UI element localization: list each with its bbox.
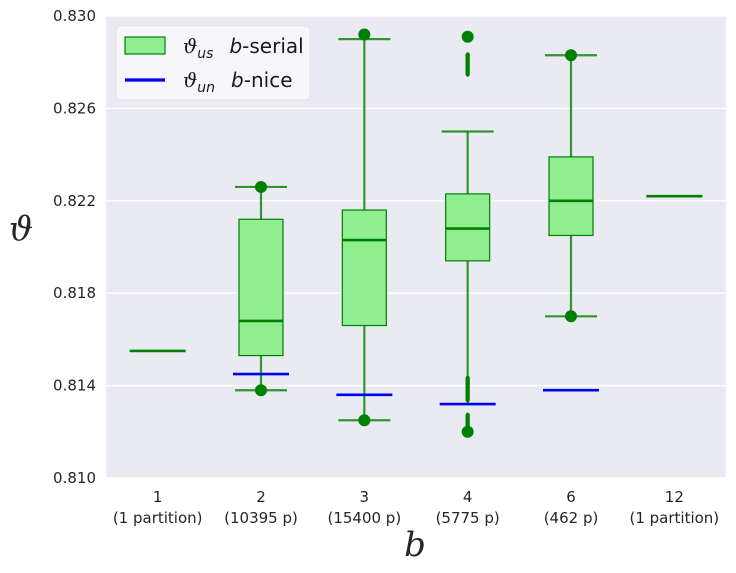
- min-marker: [461, 425, 474, 438]
- y-tick-label: 0.810: [53, 469, 96, 487]
- x-axis-label: b: [404, 525, 426, 565]
- grid-lines: [106, 15, 726, 479]
- max-marker: [461, 30, 474, 43]
- max-marker: [255, 180, 267, 193]
- axis-labels: bϑ: [9, 209, 426, 565]
- min-marker: [255, 384, 267, 397]
- x-tick-label: 2: [256, 488, 266, 506]
- y-tick-label: 0.830: [53, 7, 96, 25]
- y-tick-label: 0.818: [53, 284, 96, 302]
- x-tick-label: 6: [566, 488, 576, 506]
- x-tick-label: 12: [665, 488, 684, 506]
- max-marker: [565, 49, 577, 62]
- y-tick-labels: 0.810 0.814 0.818 0.822 0.826 0.830: [53, 7, 96, 487]
- max-marker: [358, 28, 371, 41]
- box: [341, 209, 387, 327]
- box: [238, 218, 284, 357]
- x-tick-labels: 1 (1 partition) 2 (10395 p) 3 (15400 p) 4 (5775…: [113, 488, 719, 527]
- y-tick-label: 0.822: [53, 192, 96, 210]
- x-tick-sublabel: (1 partition): [113, 509, 203, 527]
- x-tick-label: 3: [360, 488, 370, 506]
- legend-label: ϑus b-serial: [183, 34, 304, 62]
- legend-box-swatch: [124, 36, 166, 55]
- y-axis-label: ϑ: [9, 209, 33, 249]
- outlier-point: [465, 52, 470, 59]
- x-tick-sublabel: (10395 p): [224, 509, 298, 527]
- x-tick-sublabel: (5775 p): [436, 509, 500, 527]
- legend: ϑus b-serial ϑun b-nice: [115, 25, 311, 101]
- legend-label: ϑun b-nice: [183, 68, 293, 96]
- y-tick-label: 0.826: [53, 99, 96, 117]
- y-tick-label: 0.814: [53, 377, 96, 395]
- x-tick-label: 1: [153, 488, 163, 506]
- x-tick-sublabel: (462 p): [544, 509, 599, 527]
- x-tick-sublabel: (15400 p): [327, 509, 401, 527]
- min-marker: [358, 414, 371, 427]
- box: [548, 156, 594, 237]
- min-marker: [565, 310, 577, 323]
- x-tick-label: 4: [463, 488, 473, 506]
- outlier-point: [465, 396, 470, 403]
- line-series-nice: [233, 372, 599, 406]
- x-tick-sublabel: (1 partition): [629, 509, 719, 527]
